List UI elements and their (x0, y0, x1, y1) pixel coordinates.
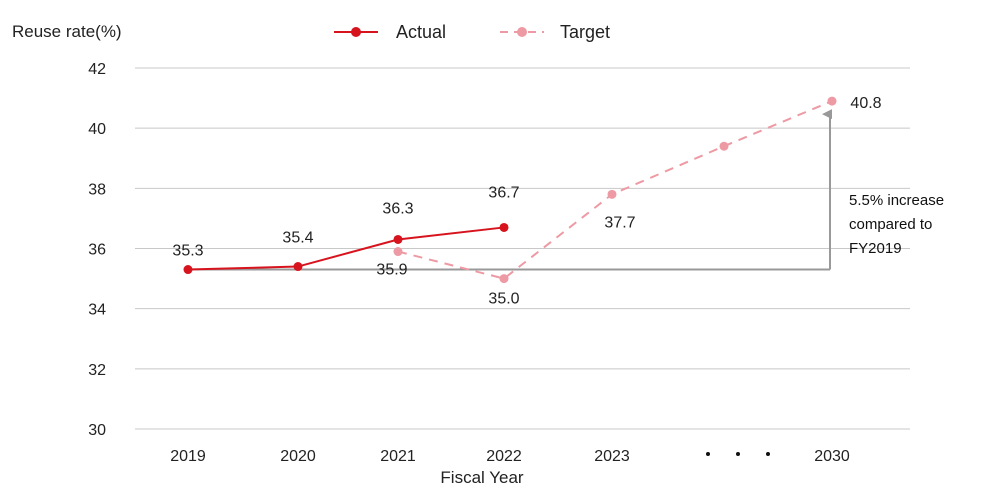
series-actual-point-2021 (393, 234, 403, 244)
annotation-line-3: FY2019 (849, 240, 902, 257)
annotation-line-1: 5.5% increase (849, 192, 944, 209)
legend-actual-marker (351, 27, 361, 37)
data-label-target-2030: 40.8 (850, 95, 881, 112)
ellipsis-dot-0 (706, 452, 710, 456)
y-tick-label: 38 (88, 181, 106, 198)
x-axis-label: Fiscal Year (440, 468, 523, 487)
annotation-line-2: compared to (849, 216, 932, 233)
y-tick-label: 34 (88, 302, 106, 319)
x-tick-label: 2019 (170, 448, 206, 465)
data-label-target-2022: 35.0 (488, 291, 519, 308)
gridlines (135, 67, 910, 430)
x-tick-label: 2020 (280, 448, 316, 465)
legend-target-marker (517, 27, 527, 37)
series-target-point-2030 (827, 96, 837, 106)
series-target-point-2023 (607, 189, 617, 199)
data-label-actual-2019: 35.3 (172, 243, 203, 260)
x-tick-label: 2030 (814, 448, 850, 465)
y-tick-label: 30 (88, 422, 106, 439)
series-actual-point-2022 (499, 222, 509, 232)
y-axis-ticks: 30 32 34 36 38 40 42 (88, 61, 106, 439)
series-group (183, 96, 837, 284)
data-labels: 35.3 35.4 36.3 36.7 35.9 35.0 37.7 40.8 (172, 95, 881, 307)
data-label-target-2021: 35.9 (376, 262, 407, 279)
series-target-point-2021 (393, 247, 403, 257)
data-label-target-2023: 37.7 (604, 214, 635, 231)
y-tick-label: 42 (88, 61, 106, 78)
legend-target-label: Target (560, 22, 610, 42)
x-tick-ellipsis (706, 452, 770, 456)
series-target-point-・・・ (719, 141, 729, 151)
series-actual-point-2020 (293, 262, 303, 272)
y-tick-label: 40 (88, 121, 106, 138)
x-tick-label: 2021 (380, 448, 416, 465)
ellipsis-dot-2 (766, 452, 770, 456)
x-tick-label: 2023 (594, 448, 630, 465)
ellipsis-dot-1 (736, 452, 740, 456)
x-axis-ticks: 2019 2020 2021 2022 2023 2030 (170, 448, 850, 465)
series-actual-point-2019 (183, 265, 193, 275)
y-axis-label: Reuse rate(%) (12, 22, 122, 41)
y-tick-label: 32 (88, 362, 106, 379)
legend: Actual Target (334, 22, 610, 42)
x-tick-label: 2022 (486, 448, 522, 465)
data-label-actual-2021: 36.3 (382, 200, 413, 217)
series-target-point-2022 (499, 274, 509, 284)
legend-actual-label: Actual (396, 22, 446, 42)
y-tick-label: 36 (88, 242, 106, 259)
data-label-actual-2022: 36.7 (488, 184, 519, 201)
data-label-actual-2020: 35.4 (282, 230, 313, 247)
series-actual-line (187, 226, 505, 271)
